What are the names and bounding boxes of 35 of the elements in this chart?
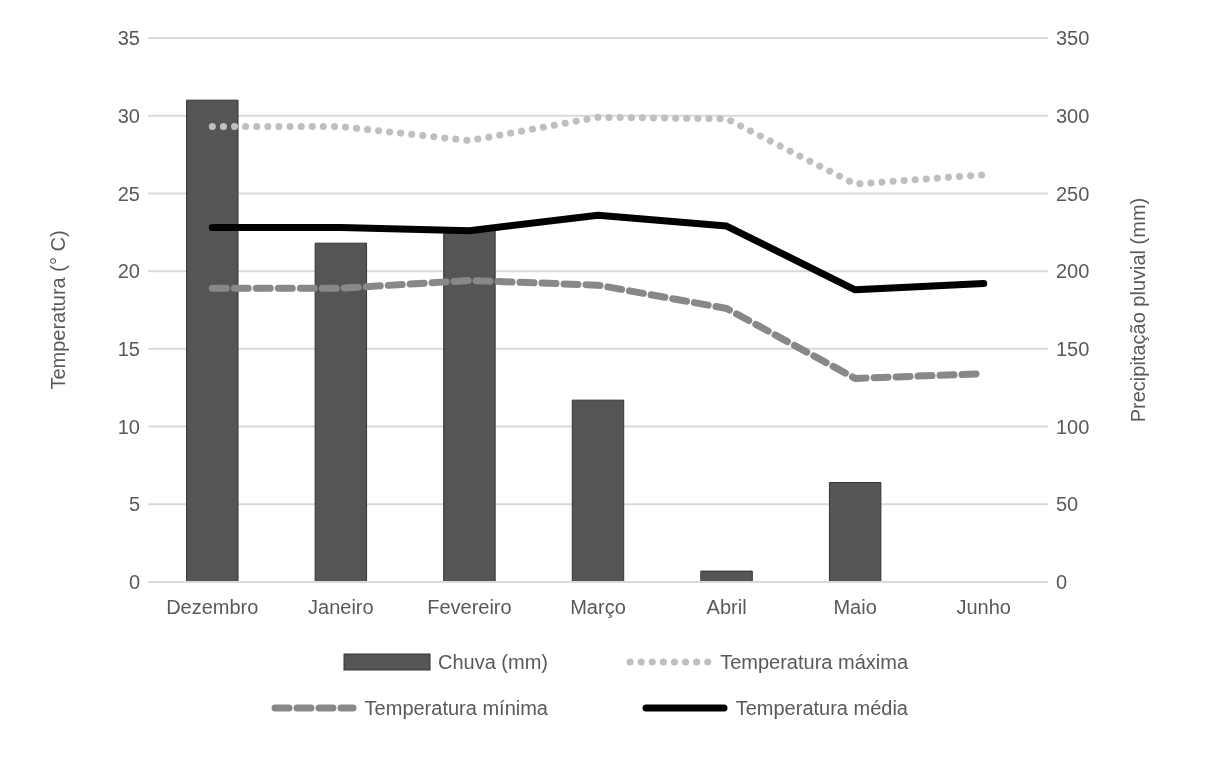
- y2-tick-label: 350: [1056, 27, 1090, 50]
- y-tick-label: 0: [128, 571, 140, 594]
- y-tick-label: 5: [128, 493, 140, 516]
- y-tick-label: 25: [117, 182, 140, 205]
- bar: [700, 570, 753, 582]
- y-tick-label: 10: [117, 415, 140, 438]
- y2-tick-label: 50: [1056, 493, 1079, 516]
- x-tick-label: Janeiro: [308, 596, 374, 619]
- x-tick-label: Maio: [833, 596, 877, 619]
- bar: [314, 242, 368, 582]
- legend-label: Temperatura máxima: [720, 650, 908, 675]
- y-axis-title: Temperatura (° C): [47, 230, 70, 390]
- y2-tick-label: 300: [1056, 104, 1090, 127]
- y2-axis-title: Precipitação pluvial (mm): [1127, 197, 1150, 423]
- y-tick-label: 20: [117, 260, 140, 283]
- y2-tick-label: 100: [1056, 415, 1090, 438]
- x-tick-label: Junho: [956, 596, 1011, 619]
- x-tick-label: Fevereiro: [427, 596, 512, 619]
- bar: [443, 228, 496, 582]
- legend-label: Chuva (mm): [437, 650, 548, 675]
- y-tick-label: 15: [117, 337, 140, 360]
- bar: [186, 99, 239, 582]
- y-tick-label: 35: [117, 27, 140, 50]
- bar: [571, 399, 625, 582]
- legend-label: Temperatura média: [735, 696, 908, 721]
- x-tick-label: Março: [570, 596, 626, 619]
- y2-tick-label: 200: [1056, 260, 1090, 283]
- bar: [828, 482, 882, 582]
- y2-tick-label: 150: [1056, 337, 1090, 360]
- y-tick-label: 30: [117, 104, 140, 127]
- legend-label: Temperatura mínima: [364, 696, 548, 721]
- x-tick-label: Dezembro: [166, 596, 259, 619]
- y2-tick-label: 0: [1056, 571, 1068, 594]
- y2-tick-label: 250: [1056, 182, 1090, 205]
- x-tick-label: Abril: [706, 596, 747, 619]
